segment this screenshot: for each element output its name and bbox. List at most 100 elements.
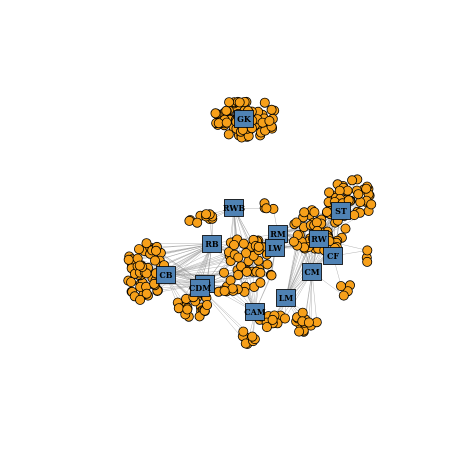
- leaf-node: [218, 267, 229, 278]
- leaf-node: [221, 117, 232, 128]
- edge: [165, 239, 238, 276]
- hub-label: CDM: [189, 283, 211, 293]
- hub-node-lm: LM: [276, 289, 296, 307]
- hub-node-rw: RW: [309, 230, 329, 248]
- leaf-node: [149, 255, 160, 266]
- hub-box: [309, 230, 329, 248]
- hub-node-rb: RB: [202, 235, 222, 253]
- hub-label: CF: [327, 251, 339, 261]
- hub-node-lw: LW: [265, 239, 285, 257]
- hub-label: CM: [304, 267, 319, 277]
- leaf-node: [202, 299, 213, 310]
- leaf-node: [353, 189, 364, 200]
- leaf-node: [266, 104, 277, 115]
- hub-box: [245, 303, 265, 321]
- leaf-node: [349, 210, 360, 221]
- leaf-node: [303, 317, 314, 328]
- leaf-node: [297, 307, 308, 318]
- hub-label: RM: [270, 229, 286, 239]
- leaf-node: [340, 223, 351, 234]
- leaf-node: [291, 217, 302, 228]
- leaf-node: [366, 199, 377, 210]
- leaf-node: [321, 206, 332, 217]
- leaf-node: [123, 254, 134, 265]
- leaf-node: [309, 207, 320, 218]
- leaf-node: [221, 105, 232, 116]
- hub-node-layer: GKSTRWBRBRMLWRWCBLBCDMCMLMCFCAM: [156, 110, 351, 321]
- leaf-node: [262, 259, 273, 270]
- hub-box: [234, 110, 254, 128]
- leaf-node: [133, 244, 144, 255]
- leaf-node: [294, 326, 305, 337]
- leaf-node-layer: [123, 96, 377, 349]
- leaf-node: [247, 331, 258, 342]
- leaf-node: [288, 236, 299, 247]
- hub-node-cm: CM: [302, 263, 322, 281]
- leaf-node: [264, 115, 275, 126]
- hub-box: [202, 235, 222, 253]
- hub-box: [156, 266, 176, 284]
- hub-node-rwb: RWB: [223, 199, 245, 217]
- leaf-node: [347, 175, 358, 186]
- hub-label: ST: [335, 206, 347, 216]
- leaf-node: [229, 239, 240, 250]
- leaf-node: [126, 277, 137, 288]
- leaf-node: [361, 183, 372, 194]
- leaf-node: [234, 97, 245, 108]
- edge: [137, 243, 213, 267]
- leaf-node: [255, 277, 266, 288]
- hub-box: [265, 239, 285, 257]
- hub-box: [331, 202, 351, 220]
- hub-box: [323, 247, 343, 265]
- leaf-node: [259, 97, 270, 108]
- hub-box: [276, 289, 296, 307]
- hub-label: GK: [237, 114, 252, 124]
- leaf-node: [135, 294, 146, 305]
- leaf-node: [173, 303, 184, 314]
- leaf-node: [182, 304, 193, 315]
- hub-label: CB: [159, 270, 172, 280]
- leaf-node: [150, 245, 161, 256]
- hub-label: RWB: [223, 203, 245, 213]
- leaf-node: [324, 187, 335, 198]
- leaf-node: [192, 217, 203, 228]
- edge: [165, 251, 229, 276]
- leaf-node: [335, 281, 346, 292]
- leaf-node: [334, 185, 345, 196]
- leaf-node: [233, 269, 244, 280]
- hub-node-cb: CB: [156, 266, 176, 284]
- leaf-node: [311, 217, 322, 228]
- leaf-node: [219, 285, 230, 296]
- hub-box: [224, 199, 244, 217]
- leaf-node: [261, 203, 272, 214]
- leaf-node: [224, 97, 235, 108]
- hub-node-st: ST: [331, 202, 351, 220]
- leaf-node: [238, 238, 249, 249]
- leaf-node: [362, 245, 373, 256]
- leaf-node: [141, 288, 152, 299]
- leaf-node: [241, 266, 252, 277]
- leaf-node: [210, 108, 221, 119]
- leaf-node: [134, 260, 145, 271]
- leaf-node: [201, 209, 212, 220]
- leaf-node: [255, 267, 266, 278]
- leaf-node: [266, 270, 277, 281]
- hub-label: LM: [279, 293, 294, 303]
- hub-node-cf: CF: [323, 247, 343, 265]
- leaf-node: [338, 290, 349, 301]
- leaf-node: [261, 322, 272, 333]
- leaf-node: [238, 326, 249, 337]
- edge: [310, 271, 313, 326]
- leaf-node: [141, 238, 152, 249]
- leaf-node: [233, 252, 244, 263]
- hub-label: RB: [205, 239, 219, 249]
- hub-label: RW: [311, 234, 327, 244]
- leaf-node: [267, 314, 278, 325]
- leaf-node: [279, 313, 290, 324]
- hub-label: CAM: [244, 307, 266, 317]
- hub-node-cdm: CDM: [189, 279, 211, 297]
- leaf-node: [253, 241, 264, 252]
- leaf-node: [362, 256, 373, 267]
- leaf-node: [240, 248, 251, 259]
